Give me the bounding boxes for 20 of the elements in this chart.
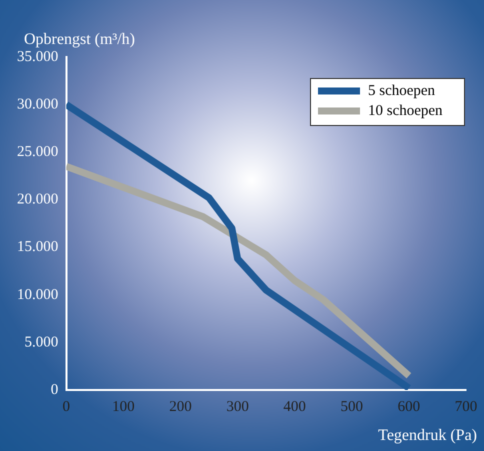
- legend-label: 10 schoepen: [368, 102, 444, 119]
- x-tick-label: 200: [169, 398, 192, 415]
- x-tick-label: 400: [283, 398, 306, 415]
- x-tick-label: 0: [62, 398, 70, 415]
- y-tick-label: 10.000: [17, 286, 58, 303]
- x-tick-label: 500: [340, 398, 364, 415]
- x-tick-label: 300: [226, 398, 249, 415]
- y-tick-label: 15.000: [17, 239, 58, 256]
- x-tick-label: 100: [112, 398, 135, 415]
- y-tick-label: 5.000: [24, 334, 58, 350]
- y-tick-label: 35.000: [17, 48, 58, 65]
- y-tick-label: 25.000: [17, 144, 58, 160]
- x-axis-title: Tegendruk (Pa): [378, 427, 477, 444]
- x-tick-label: 600: [398, 398, 420, 415]
- legend-label: 5 schoepen: [368, 82, 436, 99]
- y-tick-label: 30.000: [17, 96, 58, 113]
- y-tick-label: 0: [50, 382, 58, 398]
- y-axis-title: Opbrengst (m³/h): [24, 31, 135, 48]
- x-tick-label: 700: [454, 398, 478, 415]
- y-tick-label: 20.000: [17, 192, 58, 208]
